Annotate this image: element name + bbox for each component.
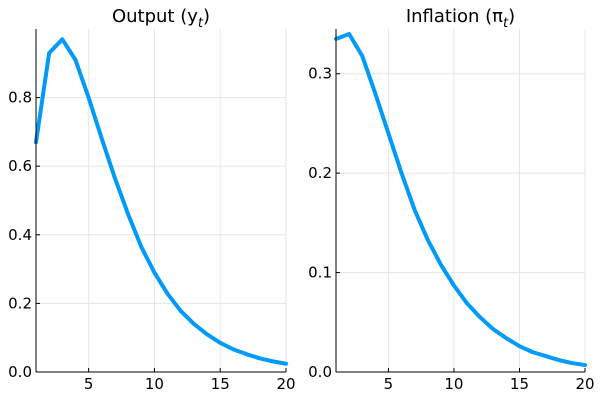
y-tick-label: 0.2 — [308, 164, 332, 182]
x-tick-label: 20 — [575, 375, 594, 393]
y-tick-label: 0.3 — [308, 65, 332, 83]
series-line — [334, 31, 587, 368]
title-close: ) — [508, 6, 515, 27]
x-tick-label: 15 — [510, 375, 529, 393]
y-tick-label: 0.6 — [8, 157, 32, 175]
y-tick-label: 0.1 — [308, 264, 332, 282]
y-tick-label: 0.4 — [8, 226, 32, 244]
title-main: Output (y — [112, 6, 198, 27]
y-tick-label: 0.2 — [8, 294, 32, 312]
y-tick-label: 0.0 — [308, 363, 332, 381]
title-subscript: t — [198, 16, 204, 31]
gridlines — [336, 29, 586, 373]
gridlines — [36, 29, 287, 373]
x-tick-label: 10 — [444, 375, 463, 393]
x-tick-label: 5 — [84, 375, 94, 393]
panel-title-inflation: Inflation (πt) — [406, 6, 515, 31]
y-tick-label: 0.8 — [8, 89, 32, 107]
panel-inflation: Inflation (πt) 5 10 15 20 0.0 0.1 0.2 0.3 — [308, 6, 594, 393]
panel-title-output: Output (yt) — [112, 6, 210, 31]
title-subscript: t — [503, 16, 509, 31]
y-tick-label: 0.0 — [8, 363, 32, 381]
title-close: ) — [203, 6, 210, 27]
series-line — [34, 37, 288, 366]
x-tick-label: 15 — [211, 375, 230, 393]
panel-output: Output (yt) 5 10 15 20 0.0 0.2 0.4 0.6 0.8 — [8, 6, 295, 393]
x-tick-label: 20 — [276, 375, 295, 393]
x-tick-label: 5 — [384, 375, 394, 393]
title-main: Inflation (π — [406, 6, 503, 27]
x-tick-label: 10 — [145, 375, 164, 393]
